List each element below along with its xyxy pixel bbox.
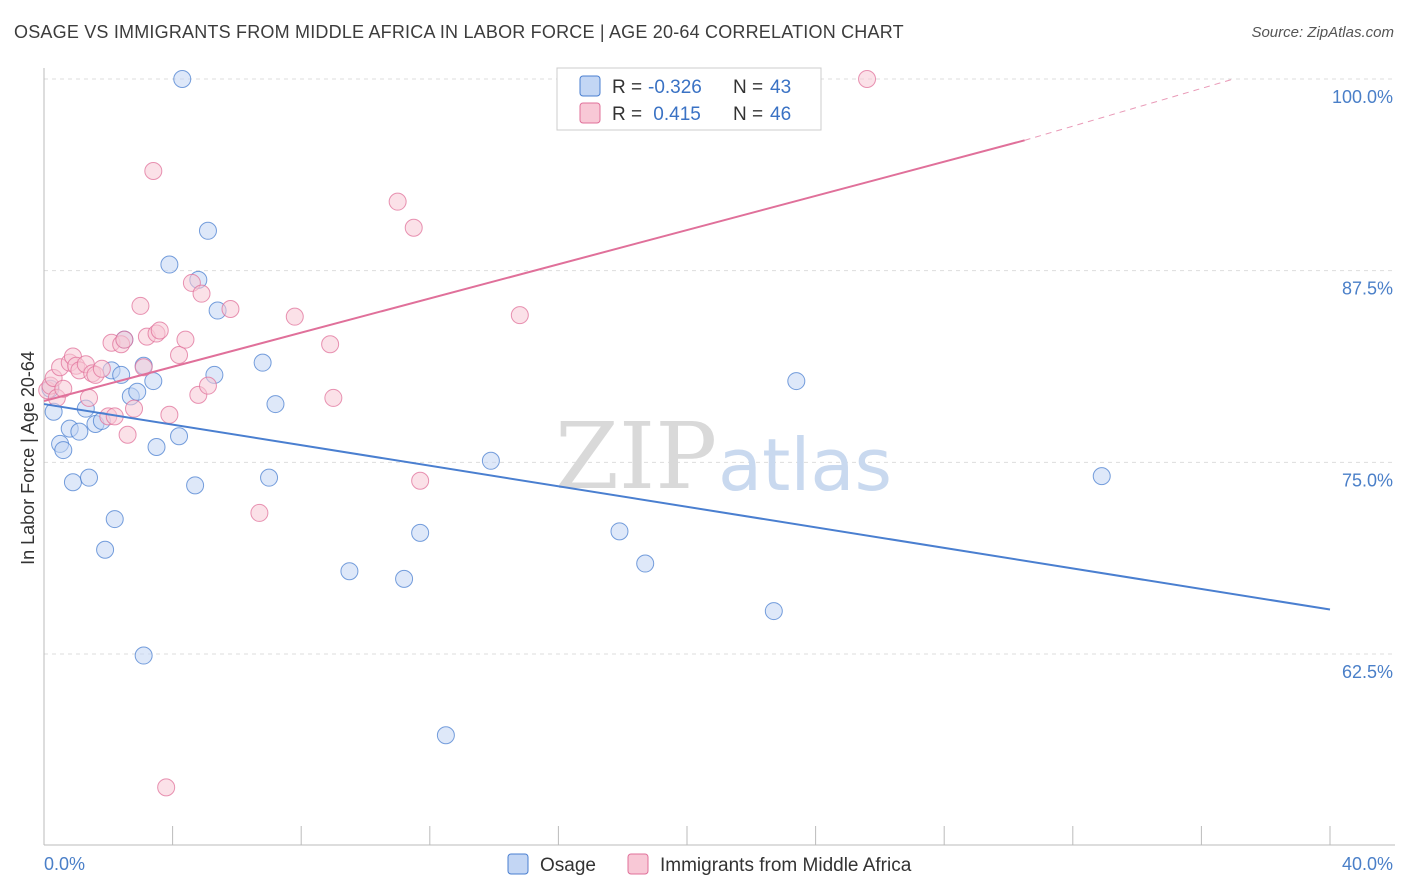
immigrants-point [160,405,179,424]
immigrants-point [324,388,343,407]
top-legend: R = -0.326 N = 43 R = 0.415 N = 46 [556,67,822,131]
immigrants-point [131,296,150,315]
chart-title: OSAGE VS IMMIGRANTS FROM MIDDLE AFRICA I… [14,22,904,42]
osage-point [636,554,655,573]
osage-point [186,476,205,495]
osage-point [436,726,455,745]
immigrants-point [144,162,163,180]
legend-imm-n-value: 46 [770,104,791,125]
immigrants-point [192,284,211,303]
osage-point [63,473,82,492]
legend-osage-r-label: R = [612,77,642,98]
immigrants-trendline-extension [1024,78,1234,141]
legend-imm-r-value: 0.415 [648,104,701,125]
osage-point [198,221,217,240]
osage-point [96,540,115,559]
gridlines [44,78,1395,655]
x-tick-labels: 0.0% 40.0% [44,854,1393,874]
immigrants-point [170,346,189,364]
osage-point [160,255,179,274]
osage-point [134,646,153,665]
osage-point [147,438,166,456]
bottom-legend-osage: Osage [540,855,596,876]
immigrants-point [176,330,195,349]
osage-point [340,562,359,581]
legend-imm-r-label: R = [612,104,642,125]
osage-point [170,427,189,446]
immigrants-point [92,359,111,378]
immigrants-point [54,379,73,398]
osage-point [1092,467,1111,486]
osage-point [70,422,89,441]
immigrants-point [404,218,423,237]
watermark-atlas: atlas [718,423,892,507]
osage-point [395,569,414,588]
legend-osage-n-label: N = [733,77,763,98]
osage-point [411,523,430,542]
y-axis-label: In Labor Force | Age 20-64 [18,351,38,565]
osage-point [128,382,147,401]
immigrants-point [221,300,240,318]
x-tick-label: 0.0% [44,854,85,874]
legend-osage-n-value: 43 [770,77,791,98]
immigrants-point [858,70,877,88]
immigrants-point [125,399,144,418]
osage-trendline [43,403,1331,611]
y-tick-label: 62.5% [1342,662,1393,682]
legend-swatch-immigrants [579,102,601,124]
x-tick-label: 40.0% [1342,854,1393,874]
bottom-legend: Osage Immigrants from Middle Africa [507,853,912,876]
axes [43,68,1395,846]
legend-imm-n-label: N = [733,104,763,125]
immigrants-trendline [43,139,1025,402]
immigrants-point [157,778,176,797]
osage-point [266,395,285,414]
osage-point [787,372,806,391]
immigrants-point [321,335,340,354]
immigrants-point [115,330,134,349]
immigrants-point [150,321,169,340]
y-tick-labels: 100.0% 87.5% 75.0% 62.5% [1332,87,1393,682]
osage-point [610,522,629,541]
osage-point [173,70,192,88]
immigrants-point [510,306,529,325]
immigrants-points [38,70,877,797]
immigrants-point [198,376,217,395]
osage-point [253,353,272,372]
osage-point [481,451,500,470]
trendlines [43,78,1331,611]
immigrants-point [134,358,153,377]
osage-point [260,468,279,487]
y-tick-label: 87.5% [1342,279,1393,299]
source-label: Source: ZipAtlas.com [1251,24,1394,41]
bottom-swatch-immigrants [627,853,649,875]
bottom-swatch-osage [507,853,529,875]
osage-point [80,468,99,487]
osage-point [105,510,124,529]
immigrants-point [118,425,137,444]
watermark-zip: ZIP [555,403,717,510]
immigrants-point [285,307,304,326]
immigrants-point [411,471,430,490]
legend-osage-r-value: -0.326 [648,77,702,98]
immigrants-point [388,192,407,211]
legend-swatch-osage [579,75,601,97]
immigrants-point [80,388,99,407]
y-tick-label: 75.0% [1342,470,1393,490]
immigrants-point [250,503,269,522]
osage-point [764,602,783,621]
osage-point [54,441,73,460]
top-legend-box [556,67,822,131]
bottom-legend-immigrants: Immigrants from Middle Africa [660,855,912,876]
y-tick-label: 100.0% [1332,87,1393,107]
